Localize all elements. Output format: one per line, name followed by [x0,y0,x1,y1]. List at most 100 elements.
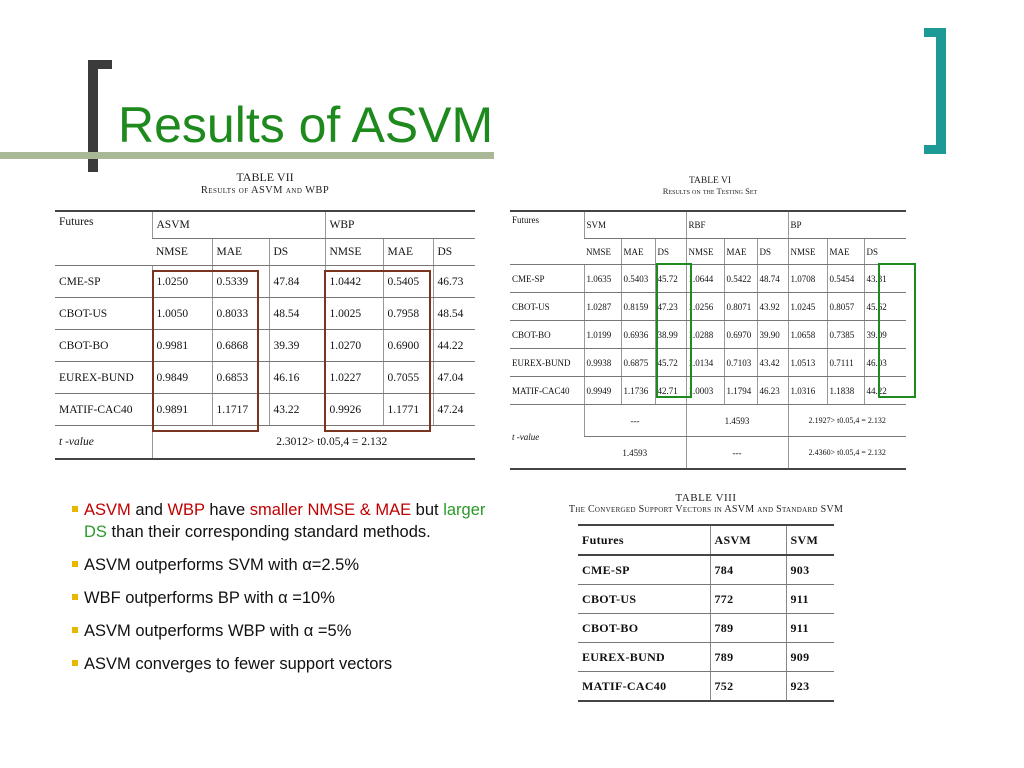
bullet-text: WBF outperforms BP with α =10% [84,588,335,607]
right-bracket-bottom-decoration [924,145,946,154]
table-cell: 0.7111 [826,348,864,377]
table-cell: 0.6868 [211,329,269,362]
table-cell: 0.5422 [723,264,757,293]
bullet-item: ASVM outperforms SVM with α=2.5% [70,555,500,577]
table6: Futures SVM RBF BP NMSE MAE DS NMSE MAE … [510,210,906,470]
table-cell: 45.72 [654,264,686,293]
table-cell: 39.09 [863,320,906,349]
table-cell: 39.90 [756,320,788,349]
table-cell: 38.99 [654,320,686,349]
table-row: MATIF-CAC40 752 923 [578,671,834,702]
table-cell: 47.04 [432,361,475,394]
table-cell: 1.0658 [787,320,827,349]
wbp-highlight-box [324,270,431,432]
table7-asvm-header: ASVM [151,210,325,239]
table-row: CME-SP 784 903 [578,554,834,585]
table6-caption-title: Results on the Testing Set [662,186,758,196]
table-cell: 46.16 [268,361,325,394]
bullet-item: ASVM outperforms WBP with α =5% [70,621,500,643]
table-cell: 1.1717 [211,393,269,426]
left-bracket-top-decoration [88,60,112,69]
table-cell: CBOT-US [510,292,584,321]
table7-caption: TABLE VII Results of ASVM and WBP [170,170,360,196]
table7-caption-title: Results of ASVM and WBP [200,185,330,196]
table-cell: 44.22 [432,329,475,362]
bullet-square-icon [72,560,78,567]
table-row: CBOT-US 1.0050 0.8033 48.54 1.0025 0.7958 48.5… [55,297,475,330]
table-cell: 0.8159 [620,292,655,321]
table8-header: SVM [785,524,834,556]
table-cell: 0.6970 [723,320,757,349]
table-cell: 0.5403 [620,264,655,293]
right-bracket-top-decoration [924,28,946,37]
table-cell: 48.54 [432,297,475,330]
bp-ds-highlight-box [878,263,916,398]
table-cell: 1.1736 [620,376,655,405]
table-cell: 1.0287 [583,292,621,321]
bullet-text: have [204,501,250,519]
table-cell: 784 [709,554,786,585]
table-cell: CME-SP [578,554,710,585]
bullet-square-icon [72,626,78,633]
table-cell: 0.9981 [151,329,212,362]
table-cell: 789 [709,642,786,672]
table-cell: CBOT-BO [510,320,584,349]
table-cell: 43.92 [756,292,788,321]
table-cell: 1.0316 [787,376,827,405]
table-cell: 1.0635 [583,264,621,293]
table-cell: 772 [709,584,786,614]
bullet-list: ASVM and WBP have smaller NMSE & MAE but… [70,500,500,687]
asvm-highlight-box [152,270,259,432]
table-cell: 0.9891 [151,393,212,426]
table-cell: 0.8033 [211,297,269,330]
bullet-text: ASVM outperforms WBP with α =5% [84,621,352,640]
table-cell: 923 [785,671,834,702]
table6-subheader: MAE [620,238,655,265]
table-cell: 0.8057 [826,292,864,321]
table6-subheader: NMSE [685,238,724,265]
table-cell: 0.9949 [583,376,621,405]
table-cell: 909 [785,642,834,672]
table7-caption-number: TABLE VII [236,170,294,184]
table-cell: 1.0708 [787,264,827,293]
table-cell: EUREX-BUND [510,348,584,377]
table-cell: MATIF-CAC40 [578,671,710,702]
table-cell: 1.0245 [787,292,827,321]
table7-futures-header: Futures [55,210,152,266]
table-row: EUREX-BUND 789 909 [578,642,834,672]
right-bracket-decoration [936,28,946,154]
bullet-item: ASVM converges to fewer support vectors [70,654,500,676]
table7-tvalue-label: t -value [55,425,152,460]
table6-tvalue-cell: 1.4593 [685,404,788,437]
table-cell: 1.0227 [324,361,383,394]
table-cell: 0.7958 [382,297,433,330]
table6-subheader: NMSE [787,238,827,265]
table8-caption-title: The Converged Support Vectors in ASVM an… [568,504,844,515]
table-cell: CBOT-BO [578,613,710,643]
bullet-text: ASVM converges to fewer support vectors [84,654,393,673]
title-underline-rule [0,152,494,159]
table-row: MATIF-CAC40 0.9949 1.1736 42.71 1.0003 1.1794… [510,376,906,405]
table-cell: 911 [785,584,834,614]
table6-tvalue-cell: 2.4360> t0.05,4 = 2.132 [787,436,906,470]
table-cell: 47.24 [432,393,475,426]
table-cell: EUREX-BUND [55,361,152,394]
table6-subheader: DS [863,238,906,265]
table6-subheader: MAE [826,238,864,265]
table-cell: 789 [709,613,786,643]
table8-caption-number: TABLE VIII [675,492,737,504]
slide-title: Results of ASVM [118,97,494,153]
table6-subheader: DS [756,238,788,265]
table-cell: CBOT-US [578,584,710,614]
table-cell: 47.84 [268,265,325,298]
table6-tvalue-cell: --- [583,404,686,437]
table-cell: 0.6875 [620,348,655,377]
table-cell: 1.0199 [583,320,621,349]
bullet-text: ASVM outperforms SVM with α=2.5% [84,555,360,574]
table-cell: CME-SP [510,264,584,293]
table-cell: MATIF-CAC40 [510,376,584,405]
table-cell: 1.1771 [382,393,433,426]
table-cell: 0.5454 [826,264,864,293]
table-cell: 911 [785,613,834,643]
table7-subheader: DS [432,238,475,266]
